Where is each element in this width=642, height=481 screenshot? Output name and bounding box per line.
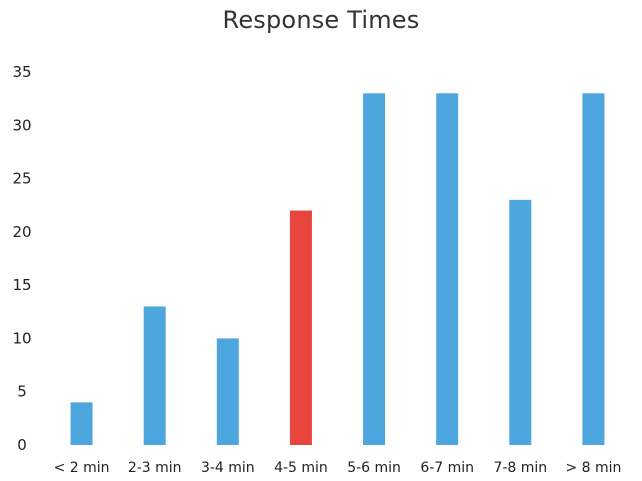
y-tick-label: 10 (12, 329, 31, 347)
bar-1 (143, 306, 166, 445)
x-tick-label: 5-6 min (347, 460, 401, 476)
y-tick-label: 30 (12, 116, 31, 134)
x-tick-label: 7-8 min (493, 460, 547, 476)
y-tick-label: 0 (17, 436, 27, 454)
bar-7 (582, 93, 605, 446)
y-tick-label: 15 (12, 276, 31, 294)
y-tick-label: 35 (12, 63, 31, 81)
x-axis: < 2 min 2-3 min 3-4 min 4-5 min 5-6 min 6-7 m… (54, 460, 622, 476)
x-tick-label: 4-5 min (274, 460, 328, 476)
chart-title: Response Times (222, 6, 420, 34)
x-tick-label: < 2 min (54, 460, 110, 476)
x-tick-label: 3-4 min (201, 460, 255, 476)
y-tick-label: 20 (12, 223, 31, 241)
bar-3 (289, 210, 312, 445)
y-tick-label: 5 (17, 383, 27, 401)
bar-0 (70, 402, 93, 445)
bar-5 (436, 93, 459, 446)
x-tick-label: 2-3 min (128, 460, 182, 476)
y-tick-label: 25 (12, 170, 31, 188)
bars-group (70, 93, 605, 446)
bar-2 (216, 338, 239, 445)
y-axis: 0 5 10 15 20 25 30 35 (12, 63, 31, 454)
bar-6 (509, 199, 532, 445)
x-tick-label: > 8 min (565, 460, 621, 476)
bar-4 (363, 93, 386, 446)
x-tick-label: 6-7 min (420, 460, 474, 476)
